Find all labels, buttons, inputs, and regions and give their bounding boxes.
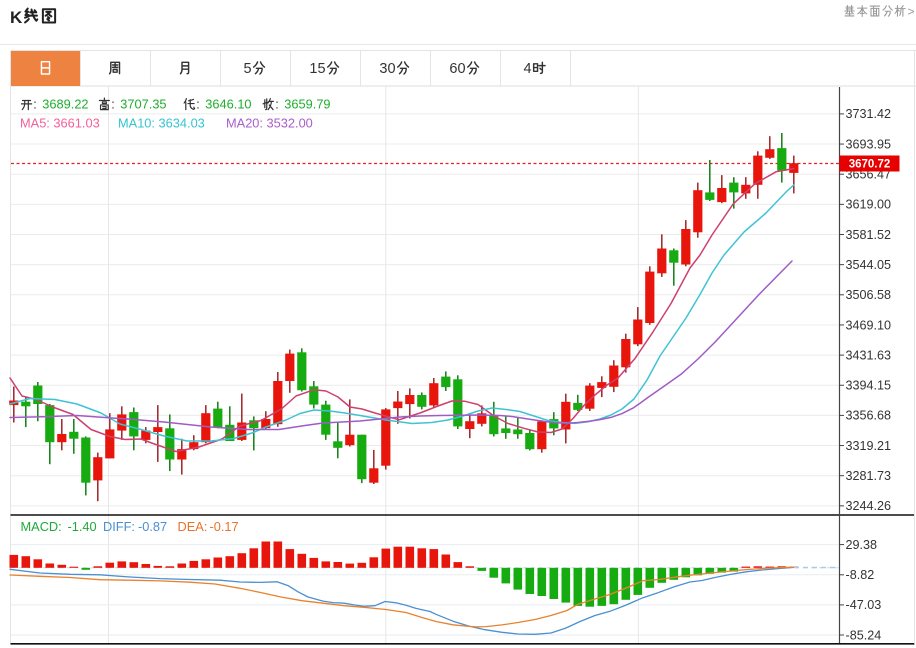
svg-text:3619.00: 3619.00 [846,198,892,212]
svg-text:MA20: 3532.00: MA20: 3532.00 [226,115,313,130]
svg-text::: : [196,98,199,112]
svg-text:3707.35: 3707.35 [120,97,166,112]
svg-text:3731.42: 3731.42 [846,107,892,121]
svg-text:3646.10: 3646.10 [205,97,251,112]
svg-text:-8.82: -8.82 [846,568,875,582]
svg-text:3319.21: 3319.21 [846,439,892,453]
svg-text:MA5: 3661.03: MA5: 3661.03 [20,115,100,130]
svg-text:MACD:: MACD: [21,519,62,534]
svg-text:3544.05: 3544.05 [846,258,892,272]
svg-text:0: 0 [458,61,466,77]
svg-text:3469.10: 3469.10 [846,318,892,332]
svg-text:3659.79: 3659.79 [284,97,330,112]
svg-text:-0.87: -0.87 [138,519,167,534]
svg-text::: : [111,98,114,112]
svg-text:3506.58: 3506.58 [846,288,892,302]
svg-text:3581.52: 3581.52 [846,228,892,242]
svg-text:-47.03: -47.03 [846,598,882,612]
svg-text:DIFF:: DIFF: [103,519,135,534]
svg-text:3281.73: 3281.73 [846,469,892,483]
svg-text:3394.15: 3394.15 [846,379,892,393]
svg-text:-1.40: -1.40 [68,519,97,534]
svg-text:5: 5 [318,61,326,77]
svg-text:-0.17: -0.17 [210,519,239,534]
svg-text:5: 5 [243,61,251,77]
svg-text::: : [275,98,278,112]
svg-text:29.38: 29.38 [846,538,878,552]
svg-text:3670.72: 3670.72 [849,159,891,171]
svg-text:0: 0 [388,61,396,77]
svg-text:3431.63: 3431.63 [846,348,892,362]
svg-text:>: > [908,5,915,19]
svg-text:K: K [10,8,23,27]
svg-text:3693.95: 3693.95 [846,137,892,151]
svg-text:MA10: 3634.03: MA10: 3634.03 [118,115,205,130]
svg-text:-85.24: -85.24 [846,628,882,642]
svg-text:3: 3 [379,61,387,77]
svg-text::: : [33,98,36,112]
svg-text:3244.26: 3244.26 [846,499,892,513]
svg-text:DEA:: DEA: [178,519,208,534]
svg-text:3689.22: 3689.22 [42,97,88,112]
svg-text:1: 1 [309,61,317,77]
svg-text:4: 4 [523,61,531,77]
svg-text:3356.68: 3356.68 [846,409,892,423]
svg-text:6: 6 [449,61,457,77]
